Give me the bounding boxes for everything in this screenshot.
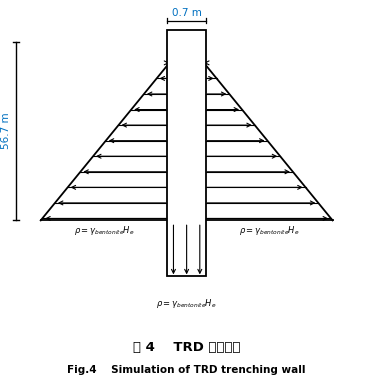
Text: 56.7 m: 56.7 m [1,113,11,149]
Text: $\rho = \gamma_{\mathit{bentonite}}H_{\mathit{e}}$: $\rho = \gamma_{\mathit{bentonite}}H_{\m… [74,224,134,237]
Text: $\rho = \gamma_{\mathit{bentonite}}H_{\mathit{e}}$: $\rho = \gamma_{\mathit{bentonite}}H_{\m… [239,224,300,237]
Polygon shape [167,30,206,276]
Text: $\rho = \gamma_{\mathit{bentonite}}H_{\mathit{e}}$: $\rho = \gamma_{\mathit{bentonite}}H_{\m… [156,297,217,310]
Text: 0.7 m: 0.7 m [172,7,202,17]
Text: Fig.4    Simulation of TRD trenching wall: Fig.4 Simulation of TRD trenching wall [67,365,306,375]
Text: 图 4    TRD 成墙模拟: 图 4 TRD 成墙模拟 [133,341,240,354]
Polygon shape [41,42,333,220]
